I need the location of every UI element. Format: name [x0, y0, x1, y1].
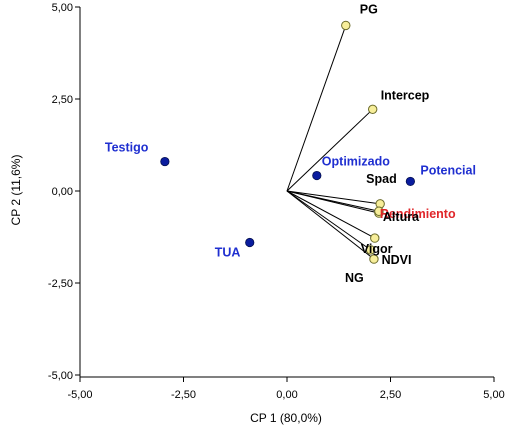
variable-point [367, 104, 378, 115]
loading-vector [286, 190, 371, 251]
variable-label: Vigor [361, 242, 393, 256]
variable-point [374, 206, 384, 216]
variable-label: Altura [383, 210, 420, 224]
variable-label: NG [345, 271, 364, 285]
y-tick-label: 0,00 [52, 186, 73, 198]
treatment-point [245, 237, 255, 248]
loading-vector [286, 108, 374, 192]
loading-vector [286, 190, 375, 260]
y-axis-title: CP 2 (11,6%) [9, 155, 23, 226]
treatment-label: TUA [215, 246, 241, 260]
variable-point [369, 254, 379, 264]
treatment-point [160, 156, 170, 167]
variable-point [370, 233, 380, 243]
treatment-label: Optimizado [322, 155, 390, 169]
loading-vectors [286, 25, 381, 260]
loading-vector [286, 190, 381, 205]
x-tick-label: 0,00 [276, 389, 297, 401]
variable-label: Intercep [381, 88, 430, 102]
loading-vector [286, 190, 380, 212]
data-points [160, 20, 415, 264]
loading-vector [286, 190, 376, 239]
y-tick-label: 2,50 [52, 94, 73, 106]
y-tick-label: -2,50 [48, 278, 73, 290]
variable-point [365, 245, 376, 255]
treatment-label: Potencial [420, 163, 476, 177]
variable-point [341, 20, 351, 31]
loading-vector [286, 25, 347, 192]
axes: 5,00 2,50 0,00 -2,50 -5,00 -5,00 -2,50 0,00 2,50… [48, 2, 505, 401]
treatment-point [312, 170, 322, 181]
variable-label: Spad [366, 172, 397, 186]
variable-label: PG [360, 2, 378, 16]
y-tick-label: -5,00 [48, 370, 73, 382]
treatment-label: Testigo [105, 141, 149, 155]
x-tick-label: 5,00 [483, 389, 504, 401]
x-tick-label: -5,00 [67, 389, 92, 401]
y-tick-label: 5,00 [52, 2, 73, 14]
x-tick-label: 2,50 [380, 389, 401, 401]
treatment-point [405, 176, 415, 187]
variable-label: Rendimiento [380, 207, 456, 221]
x-axis-title: CP 1 (80,0%) [250, 411, 322, 425]
x-tick-label: -2,50 [171, 389, 196, 401]
variable-label: NDVI [382, 253, 412, 267]
